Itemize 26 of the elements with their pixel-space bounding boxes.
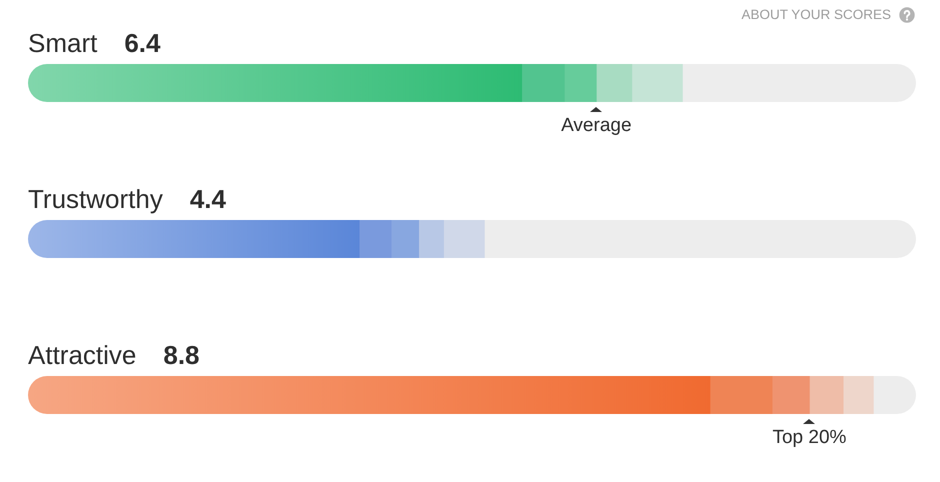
annotation: 8.8 <box>163 340 200 370</box>
bar <box>28 376 710 414</box>
bar <box>358 220 392 258</box>
bar <box>564 64 597 102</box>
y-tick-label: Attractive <box>28 340 136 370</box>
bar <box>772 376 810 414</box>
annotation: ABOUT YOUR SCORES <box>741 7 891 23</box>
bar <box>390 220 420 258</box>
bar <box>842 376 874 414</box>
y-tick-label: Trustworthy <box>28 184 163 214</box>
bar <box>809 376 844 414</box>
annotation: Top 20% <box>772 427 847 448</box>
annotation: 4.4 <box>190 184 227 214</box>
bar <box>710 376 772 414</box>
bar <box>484 220 916 258</box>
bar <box>418 220 444 258</box>
bar <box>682 64 916 102</box>
bar <box>596 64 632 102</box>
annotation: 6.4 <box>124 28 162 58</box>
bar <box>28 64 522 102</box>
bar <box>443 220 485 258</box>
bar <box>521 64 565 102</box>
annotation: Average <box>561 115 632 136</box>
y-tick-label: Smart <box>28 28 98 58</box>
bar <box>28 220 360 258</box>
bar <box>632 64 683 102</box>
